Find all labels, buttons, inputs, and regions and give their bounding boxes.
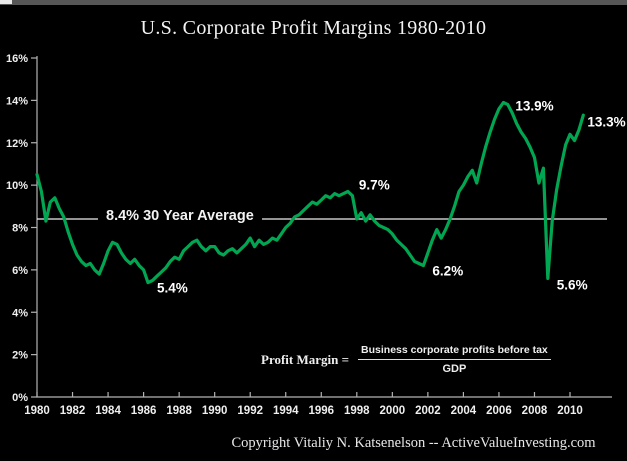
x-axis-tick-label: 1986 xyxy=(131,405,157,417)
x-axis-tick-label: 1980 xyxy=(24,405,50,417)
x-axis-tick-label: 2008 xyxy=(522,405,548,417)
formula-denominator: GDP xyxy=(442,363,467,375)
x-axis-tick-label: 1994 xyxy=(273,405,299,417)
annotation-2001-low: 6.2% xyxy=(432,263,464,279)
y-axis-tick-label: 16% xyxy=(6,53,28,65)
y-axis-tick-label: 10% xyxy=(6,180,28,192)
y-axis-tick-label: 4% xyxy=(12,307,28,319)
x-axis-tick-label: 1990 xyxy=(202,405,228,417)
x-axis-tick-label: 2002 xyxy=(415,405,441,417)
x-axis-tick-label: 2004 xyxy=(451,405,477,417)
x-axis-tick-label: 2000 xyxy=(380,405,406,417)
x-axis-tick-label: 1992 xyxy=(237,405,263,417)
y-axis-tick-label: 2% xyxy=(12,350,28,362)
y-axis-tick-label: 6% xyxy=(12,265,28,277)
x-axis-tick-label: 1984 xyxy=(95,405,121,417)
x-axis-tick-label: 1988 xyxy=(166,405,192,417)
y-axis-tick-label: 12% xyxy=(6,138,28,150)
formula-numerator: Business corporate profits before tax xyxy=(358,344,551,360)
window-top-edge xyxy=(0,0,627,5)
average-line-label: 8.4% 30 Year Average xyxy=(98,207,262,226)
page-title: U.S. Corporate Profit Margins 1980-2010 xyxy=(140,17,487,39)
annotation-2008-low: 5.6% xyxy=(556,277,588,293)
annotation-1986-low: 5.4% xyxy=(157,280,188,296)
y-axis-tick-label: 14% xyxy=(6,95,28,107)
x-axis-tick-label: 1998 xyxy=(344,405,370,417)
copyright-text: Copyright Vitaliy N. Katsenelson -- Acti… xyxy=(231,435,596,451)
profit-margin-formula: Profit Margin = Business corporate profi… xyxy=(261,344,551,375)
x-axis-tick-label: 2006 xyxy=(486,405,512,417)
y-axis-tick-label: 0% xyxy=(12,392,28,404)
window-top-corner xyxy=(0,0,12,4)
x-axis-tick-label: 2010 xyxy=(557,405,583,417)
formula-lhs: Profit Margin = xyxy=(261,351,350,367)
formula-fraction: Business corporate profits before tax GD… xyxy=(358,344,551,375)
profit-margin-line xyxy=(35,100,585,285)
x-axis-tick-label: 1996 xyxy=(308,405,334,417)
y-axis-tick-label: 8% xyxy=(12,223,28,235)
annotation-2010-end: 13.3% xyxy=(587,114,626,130)
x-axis-tick-label: 1982 xyxy=(60,405,86,417)
annotation-1997-peak: 9.7% xyxy=(358,177,390,193)
annotation-2006-peak: 13.9% xyxy=(515,98,554,114)
